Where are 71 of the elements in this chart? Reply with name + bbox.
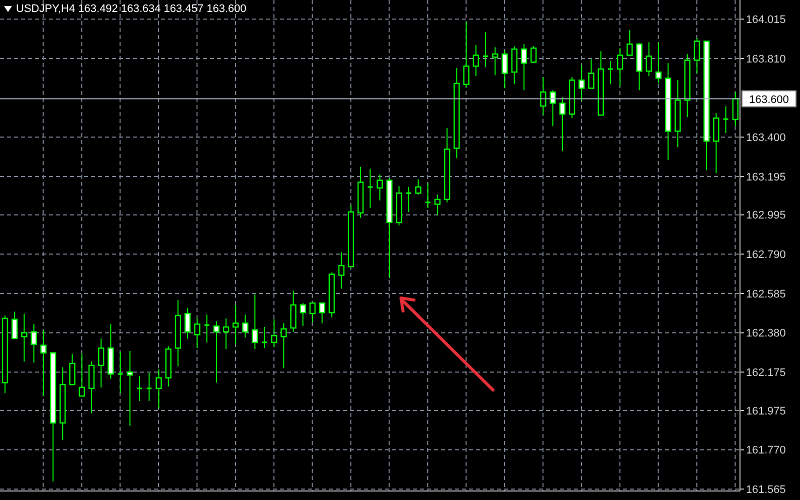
candlestick bbox=[502, 50, 508, 89]
candlestick bbox=[146, 372, 152, 402]
candlestick bbox=[12, 311, 18, 340]
candlestick bbox=[655, 42, 662, 84]
candlestick bbox=[156, 368, 162, 410]
candlestick bbox=[405, 186, 412, 212]
y-tick-label: 162.175 bbox=[746, 366, 786, 379]
candlestick bbox=[232, 304, 239, 345]
candlestick bbox=[366, 168, 374, 209]
candlestick bbox=[415, 178, 422, 196]
candlestick bbox=[713, 112, 720, 174]
candlestick bbox=[540, 76, 546, 116]
candlestick bbox=[319, 302, 326, 324]
candlestick bbox=[530, 46, 537, 64]
y-tick-label: 161.770 bbox=[746, 444, 786, 457]
candlestick bbox=[559, 96, 566, 152]
candlestick bbox=[242, 314, 248, 338]
y-tick-label: 163.195 bbox=[746, 171, 786, 184]
candlestick bbox=[194, 318, 200, 349]
candlestick bbox=[117, 351, 124, 394]
candlestick bbox=[280, 322, 287, 369]
candlestick bbox=[40, 329, 47, 397]
candlestick bbox=[184, 307, 191, 340]
y-tick-label: 161.565 bbox=[746, 484, 786, 496]
candlestick bbox=[616, 48, 624, 87]
candlestick bbox=[722, 106, 730, 134]
candlestick bbox=[21, 313, 28, 362]
y-tick-label: 162.585 bbox=[746, 288, 786, 300]
candlestick bbox=[588, 58, 594, 89]
candlestick bbox=[626, 30, 633, 56]
candlestick bbox=[136, 375, 143, 402]
candlestick bbox=[482, 32, 489, 68]
candlestick bbox=[88, 361, 95, 414]
candlestick bbox=[424, 182, 432, 209]
candlestick bbox=[204, 314, 210, 343]
candlestick bbox=[309, 302, 316, 323]
candlestick bbox=[30, 324, 37, 363]
candlestick bbox=[463, 22, 470, 88]
candlestick bbox=[472, 44, 479, 77]
chart-title: USDJPY,H4 163.492 163.634 163.457 163.600 bbox=[16, 3, 246, 15]
candlestick bbox=[550, 90, 556, 127]
candlestick bbox=[261, 326, 268, 349]
candlestick bbox=[694, 38, 700, 74]
candlestick bbox=[300, 302, 306, 327]
candlestick bbox=[492, 46, 498, 76]
candlestick bbox=[646, 42, 652, 77]
y-tick-label: 161.975 bbox=[746, 405, 786, 418]
candlestick bbox=[732, 92, 738, 127]
candlestick bbox=[607, 60, 614, 85]
candlestick bbox=[222, 318, 230, 350]
candlestick bbox=[520, 44, 528, 91]
y-tick-label: 162.790 bbox=[746, 249, 786, 262]
candlestick bbox=[213, 320, 220, 384]
candlestick bbox=[338, 252, 344, 290]
y-tick-label: 163.810 bbox=[746, 53, 786, 66]
y-tick-label: 164.015 bbox=[746, 14, 786, 26]
candlestick bbox=[271, 318, 278, 348]
candlestick bbox=[290, 290, 296, 332]
candlestick bbox=[78, 353, 85, 397]
y-tick-label: 162.380 bbox=[746, 328, 786, 340]
y-tick-label: 162.995 bbox=[746, 210, 786, 222]
candlestick bbox=[434, 194, 441, 216]
y-tick-label: 163.400 bbox=[746, 132, 786, 144]
ref-line-label: 163.600 bbox=[749, 94, 789, 106]
candlestick bbox=[578, 64, 585, 102]
candlestick bbox=[511, 46, 518, 85]
candlestick bbox=[252, 294, 258, 350]
candlestick bbox=[126, 350, 134, 426]
candlestick bbox=[376, 174, 383, 201]
candlestick bbox=[69, 353, 76, 386]
candlestick bbox=[98, 338, 104, 388]
